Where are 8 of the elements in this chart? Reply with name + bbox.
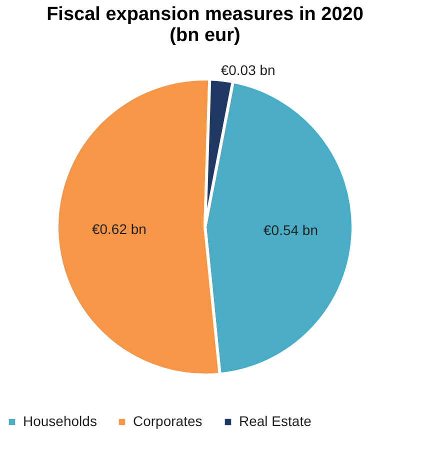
text: Fiscal expansion measures in 2020 <box>46 4 364 25</box>
data-label: €0.03 bn <box>220 62 276 78</box>
data-label: €0.54 bn <box>264 222 318 238</box>
legend-label: Corporates <box>133 413 202 429</box>
legend-label: Households <box>23 413 97 429</box>
data-label: €0.62 bn <box>92 220 146 237</box>
legend-label: Real Estate <box>239 413 312 429</box>
text: (bn eur) <box>170 25 240 46</box>
